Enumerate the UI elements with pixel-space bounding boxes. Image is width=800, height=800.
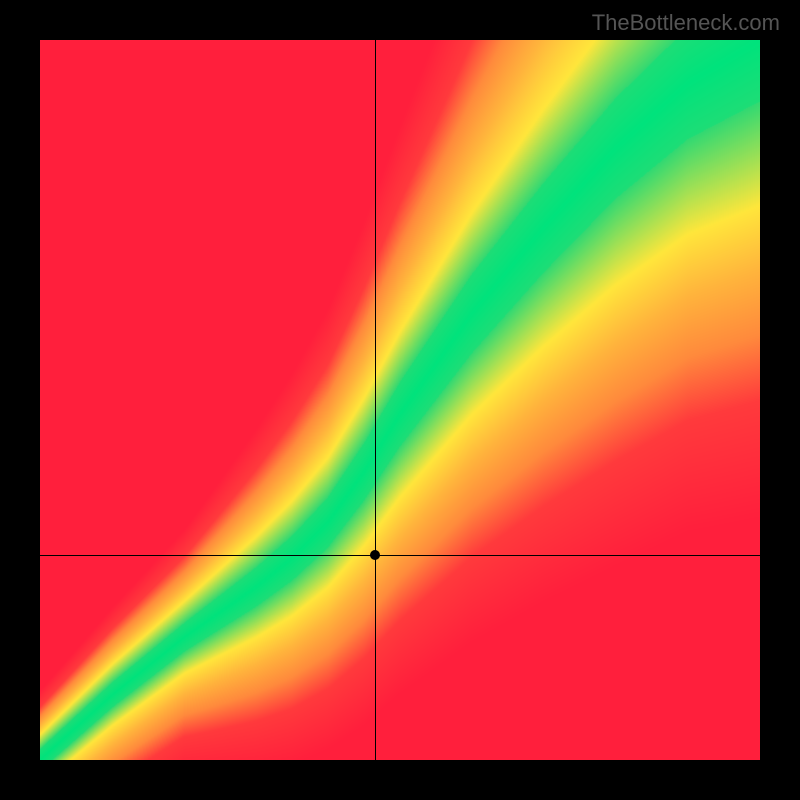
- crosshair-vertical: [375, 40, 376, 760]
- plot-area: [40, 40, 760, 760]
- marker-dot: [370, 550, 380, 560]
- watermark-text: TheBottleneck.com: [592, 10, 780, 36]
- heatmap-canvas: [40, 40, 760, 760]
- crosshair-horizontal: [40, 555, 760, 556]
